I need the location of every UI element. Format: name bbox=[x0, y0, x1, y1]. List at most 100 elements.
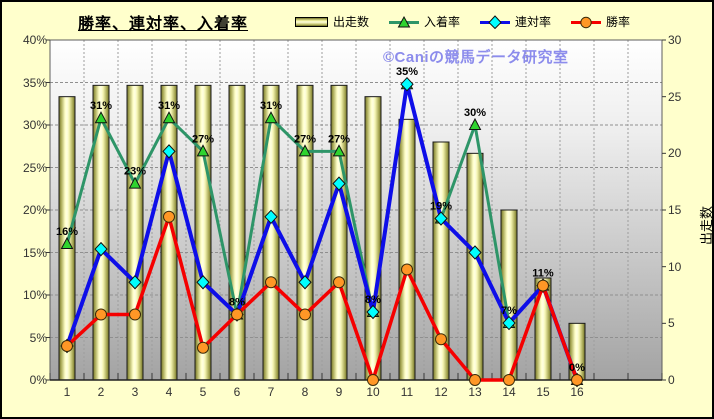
triangle-marker bbox=[332, 144, 346, 157]
x-tick-label: 3 bbox=[131, 385, 139, 399]
x-tick-label: 6 bbox=[233, 385, 241, 399]
bar bbox=[398, 118, 416, 381]
x-tick-label: 5 bbox=[199, 385, 207, 399]
x-tick-label: 11 bbox=[400, 385, 414, 399]
data-label: 27% bbox=[328, 133, 350, 145]
data-label: 23% bbox=[124, 166, 146, 178]
data-label: 30% bbox=[464, 107, 486, 119]
data-label: 27% bbox=[192, 133, 214, 145]
diamond-marker bbox=[196, 275, 210, 290]
x-tick-label: 13 bbox=[468, 385, 482, 399]
circle-marker bbox=[503, 374, 515, 386]
x-tick-label: 14 bbox=[502, 385, 516, 399]
y-left-tick-label: 40% bbox=[22, 33, 47, 47]
triangle-marker bbox=[162, 111, 176, 124]
x-tick-label: 16 bbox=[570, 385, 584, 399]
data-label: 27% bbox=[294, 133, 316, 145]
data-label: 0% bbox=[569, 362, 585, 374]
legend-item-place-rate: 入着率 bbox=[389, 13, 460, 30]
diamond-marker bbox=[162, 144, 176, 159]
x-tick-label: 12 bbox=[434, 385, 448, 399]
diamond-marker bbox=[128, 275, 142, 290]
diamond-marker bbox=[434, 211, 448, 226]
circle-marker bbox=[435, 333, 447, 346]
data-label: 31% bbox=[90, 100, 112, 112]
legend-label-starts: 出走数 bbox=[333, 15, 370, 29]
circle-marker bbox=[537, 279, 549, 292]
data-label: 35% bbox=[396, 66, 418, 78]
circle-marker bbox=[197, 341, 209, 354]
circle-marker bbox=[401, 263, 413, 276]
circle-marker bbox=[129, 308, 141, 321]
circle-marker bbox=[265, 276, 277, 289]
line-series-win-rate bbox=[61, 210, 583, 386]
y-right-tick-label: 30 bbox=[668, 33, 682, 47]
y-left-tick-label: 10% bbox=[22, 288, 47, 302]
x-tick-label: 1 bbox=[63, 385, 71, 399]
x-tick-label: 7 bbox=[267, 385, 275, 399]
triangle-marker bbox=[128, 176, 142, 189]
triangle-marker bbox=[60, 236, 74, 249]
legend-item-win-rate: 勝率 bbox=[571, 13, 630, 30]
y-left-tick-label: 35% bbox=[22, 75, 47, 90]
diamond-marker bbox=[502, 315, 516, 331]
legend-item-starts: 出走数 bbox=[295, 13, 369, 30]
diamond-marker bbox=[366, 304, 380, 320]
legend-label-place-rate: 入着率 bbox=[424, 15, 461, 29]
y-right-tick-label: 15 bbox=[668, 203, 682, 217]
bar bbox=[330, 84, 348, 381]
circle-marker bbox=[163, 210, 175, 223]
circle-marker bbox=[231, 308, 243, 321]
bar bbox=[296, 84, 314, 381]
x-tick-label: 10 bbox=[366, 385, 380, 399]
y-right-tick-label: 20 bbox=[668, 146, 682, 161]
data-label: 16% bbox=[56, 226, 78, 238]
diamond-line-swatch-icon bbox=[480, 14, 511, 29]
circle-marker bbox=[61, 340, 73, 352]
x-tick-label: 9 bbox=[335, 385, 343, 399]
data-label: 7% bbox=[501, 305, 517, 317]
legend: 出走数 入着率 連対率 勝率 bbox=[295, 13, 630, 30]
legend-label-quinella-rate: 連対率 bbox=[515, 15, 552, 29]
data-label: 31% bbox=[158, 100, 180, 112]
data-label: 8% bbox=[229, 297, 245, 309]
y-left-tick-label: 25% bbox=[22, 160, 47, 175]
point-labels: 16% 31% 23% 31% 27% 8% 31% 27% 27% 8% 35% 19% 30% 7% 1… bbox=[56, 66, 585, 374]
y-right-tick-label: 0 bbox=[668, 373, 675, 387]
triangle-line-swatch-icon bbox=[389, 15, 420, 29]
y-right-tick-label: 25 bbox=[668, 89, 682, 104]
chart-title: 勝率、連対率、入着率 bbox=[78, 16, 249, 33]
circle-marker bbox=[469, 374, 481, 386]
triangle-marker bbox=[264, 111, 278, 124]
circle-line-swatch-icon bbox=[571, 15, 602, 29]
y-left-tick-label: 20% bbox=[22, 203, 47, 217]
diamond-marker bbox=[264, 209, 278, 225]
bar bbox=[364, 96, 382, 381]
circle-marker bbox=[95, 308, 107, 321]
bar bbox=[126, 84, 144, 381]
diamond-marker bbox=[468, 245, 482, 260]
data-label: 31% bbox=[260, 100, 282, 112]
legend-item-quinella-rate: 連対率 bbox=[480, 13, 551, 30]
x-tick-label: 15 bbox=[536, 385, 550, 399]
x-tick-label: 4 bbox=[165, 385, 173, 399]
legend-label-win-rate: 勝率 bbox=[606, 15, 631, 29]
circle-marker bbox=[571, 374, 583, 386]
data-label: 11% bbox=[532, 268, 554, 280]
diamond-marker bbox=[298, 275, 312, 290]
bar-swatch-icon bbox=[295, 16, 328, 27]
bar bbox=[228, 84, 246, 381]
circle-marker bbox=[333, 276, 345, 289]
y-right-tick-label: 5 bbox=[668, 316, 675, 331]
x-tick-label: 2 bbox=[97, 385, 105, 399]
y-right-tick-label: 10 bbox=[668, 259, 682, 274]
bar bbox=[194, 84, 212, 381]
triangle-marker bbox=[196, 144, 210, 157]
circle-marker bbox=[367, 374, 379, 386]
circle-marker bbox=[299, 308, 311, 321]
x-tick-label: 8 bbox=[301, 385, 309, 399]
axis-frame bbox=[46, 39, 666, 381]
watermark: ©Caniの競馬データ研究室 bbox=[383, 49, 569, 66]
